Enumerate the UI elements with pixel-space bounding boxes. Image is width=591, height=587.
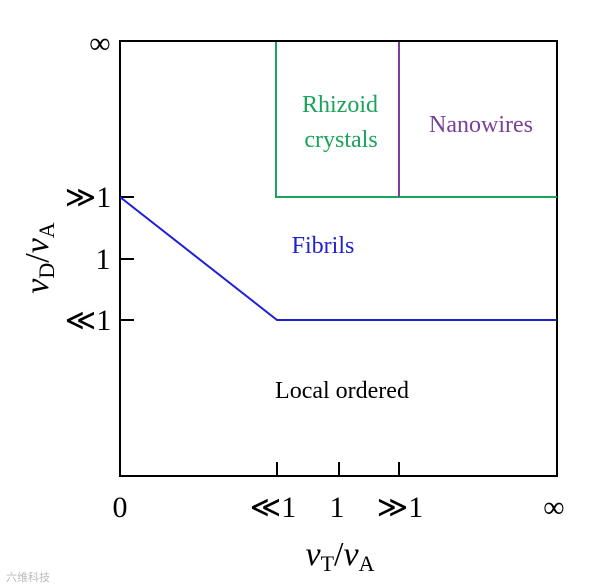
y-axis-title: vD/vA bbox=[19, 222, 59, 294]
fibrils-label: Fibrils bbox=[292, 233, 355, 259]
x-axis-title: vT/vA bbox=[306, 536, 375, 576]
fibrils-boundary-line bbox=[119, 196, 557, 321]
rhizoid-label-line1: Rhizoid bbox=[302, 92, 378, 118]
y-tick-label-ll1: ≪1 bbox=[65, 304, 111, 337]
watermark-text: 六维科技 bbox=[6, 570, 50, 584]
local-ordered-label: Local ordered bbox=[275, 378, 409, 404]
y-tick-label-gg1: ≫1 bbox=[65, 181, 111, 214]
rhizoid-label-line2: crystals bbox=[304, 127, 377, 153]
nanowires-label: Nanowires bbox=[429, 112, 533, 138]
y-tick-label-inf: ∞ bbox=[89, 27, 110, 60]
x-tick-label-1: 1 bbox=[330, 491, 345, 524]
x-tick-label-0: 0 bbox=[113, 491, 128, 524]
x-tick-label-gg1: ≫1 bbox=[377, 491, 423, 524]
x-tick-label-ll1: ≪1 bbox=[250, 491, 296, 524]
rhizoid-boundary-line bbox=[275, 42, 557, 198]
x-tick-label-inf: ∞ bbox=[543, 491, 564, 524]
y-tick-label-1: 1 bbox=[96, 243, 111, 276]
